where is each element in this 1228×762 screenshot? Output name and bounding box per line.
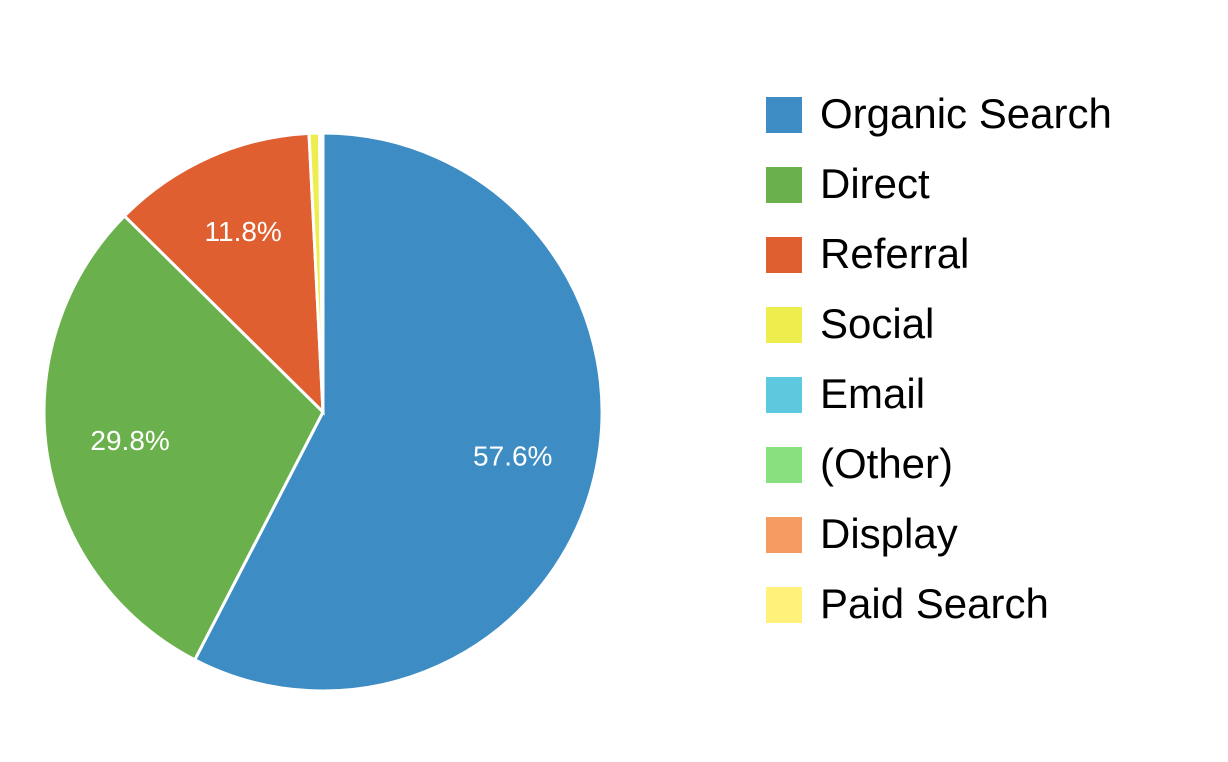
legend-swatch <box>766 307 802 343</box>
legend-swatch <box>766 237 802 273</box>
legend-label: (Other) <box>820 440 953 487</box>
slice-label: 11.8% <box>205 216 282 247</box>
legend-swatch <box>766 447 802 483</box>
slice-label: 57.6% <box>473 441 552 472</box>
legend-label: Organic Search <box>820 90 1112 137</box>
legend-label: Referral <box>820 230 969 277</box>
slice-label: 29.8% <box>90 425 169 456</box>
legend-label: Display <box>820 510 958 557</box>
legend-swatch <box>766 377 802 413</box>
legend-label: Paid Search <box>820 580 1049 627</box>
pie-slice <box>192 131 604 693</box>
legend-swatch <box>766 167 802 203</box>
pie-slice <box>122 131 325 416</box>
legend-label: Social <box>820 300 934 347</box>
pie-slice <box>42 213 325 662</box>
legend-swatch <box>766 587 802 623</box>
legend-swatch <box>766 517 802 553</box>
legend-label: Email <box>820 370 925 417</box>
legend-swatch <box>766 97 802 133</box>
legend-label: Direct <box>820 160 930 207</box>
